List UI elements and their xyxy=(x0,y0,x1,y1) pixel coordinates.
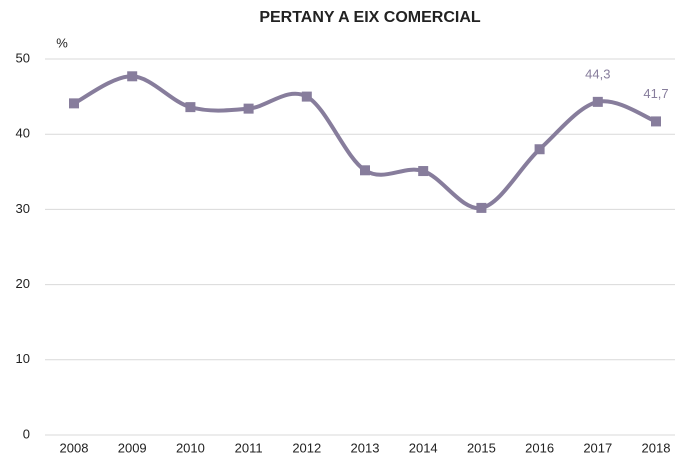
x-tick-label: 2010 xyxy=(176,440,205,455)
y-tick-label: 30 xyxy=(16,201,30,216)
marker xyxy=(69,98,79,109)
marker xyxy=(534,144,545,155)
marker xyxy=(360,165,370,176)
marker xyxy=(476,202,487,213)
marker xyxy=(185,102,196,113)
y-tick-label: 50 xyxy=(16,50,30,65)
chart-title: PERTANY A EIX COMERCIAL xyxy=(259,9,481,26)
series-line xyxy=(73,74,657,210)
x-tick-label: 2017 xyxy=(583,440,612,455)
x-tick-label: 2018 xyxy=(642,440,671,455)
x-tick-label: 2008 xyxy=(60,440,89,455)
data-label: 44,3 xyxy=(585,66,610,81)
marker xyxy=(651,116,661,127)
y-tick-label: 40 xyxy=(16,126,30,141)
x-tick-label: 2013 xyxy=(351,440,380,455)
marker xyxy=(418,166,429,177)
x-tick-label: 2015 xyxy=(467,440,496,455)
marker xyxy=(243,103,254,114)
y-tick-label: 20 xyxy=(16,276,30,291)
y-axis-label: % xyxy=(56,35,68,50)
marker xyxy=(301,91,312,102)
data-label: 41,7 xyxy=(643,86,668,101)
x-tick-label: 2012 xyxy=(292,440,321,455)
x-tick-label: 2011 xyxy=(235,440,263,455)
x-tick-label: 2016 xyxy=(525,440,554,455)
x-tick-label: 2009 xyxy=(118,440,147,455)
y-tick-label: 10 xyxy=(16,351,30,366)
marker xyxy=(127,71,138,82)
marker xyxy=(592,96,603,107)
x-tick-label: 2014 xyxy=(409,440,438,455)
y-tick-label: 0 xyxy=(23,426,30,441)
